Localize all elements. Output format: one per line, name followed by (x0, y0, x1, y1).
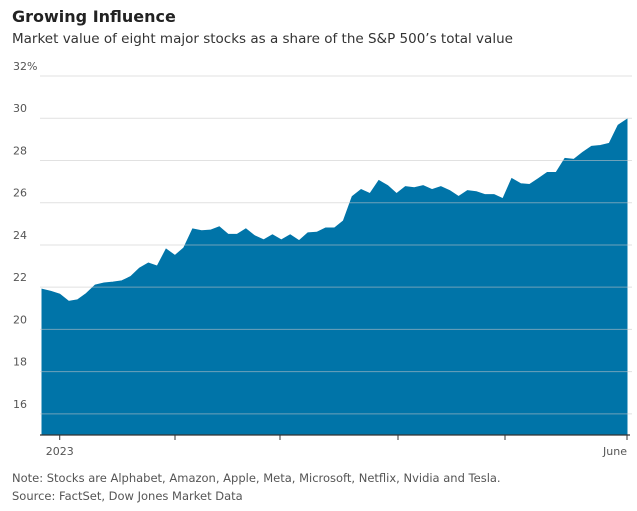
month-ticks (174, 435, 506, 440)
y-tick-label: 22 (13, 271, 27, 284)
y-tick-label: 20 (13, 313, 27, 326)
y-tick-label: 24 (13, 229, 27, 242)
y-tick-label: 30 (13, 102, 27, 115)
x-tick-label: June (602, 445, 627, 458)
plot-area: 32% 30 28 26 24 22 20 18 16 2023 June (13, 60, 632, 458)
y-tick-label: 18 (13, 356, 27, 369)
chart-subtitle: Market value of eight major stocks as a … (12, 31, 513, 47)
x-tick-label: 2023 (46, 445, 74, 458)
area (41, 118, 628, 436)
note: Note: Stocks are Alphabet, Amazon, Apple… (12, 471, 501, 485)
y-tick-label: 32% (13, 60, 37, 73)
y-tick-label: 16 (13, 398, 27, 411)
y-tick-label: 26 (13, 187, 27, 200)
chart-title: Growing Influence (12, 7, 176, 26)
y-tick-label: 28 (13, 144, 27, 157)
source: Source: FactSet, Dow Jones Market Data (12, 489, 243, 503)
